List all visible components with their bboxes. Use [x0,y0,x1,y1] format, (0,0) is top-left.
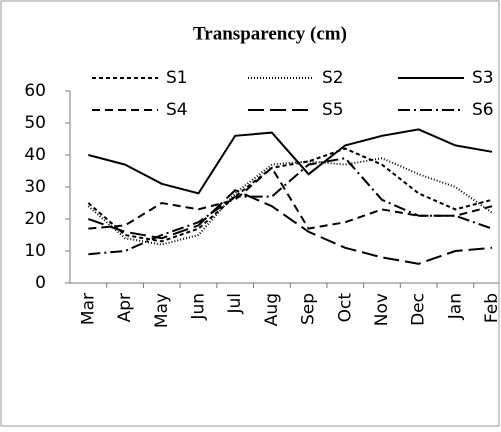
chart-title: Transparency (cm) [193,23,347,44]
x-tick-label: Apr [115,293,135,322]
y-tick-label: 50 [24,113,46,133]
y-tick-label: 60 [24,81,46,101]
x-tick-label: Dec [409,293,429,326]
series-line [88,157,493,256]
x-tick-label: May [152,293,172,328]
y-tick-label: 10 [24,241,46,261]
y-tick-label: 0 [35,273,46,293]
x-tick-label: Nov [372,293,392,326]
legend-label: S2 [322,68,344,88]
y-tick-label: 30 [24,177,46,197]
legend-label: S5 [322,100,344,120]
legend-label: S4 [166,100,188,120]
x-tick-label: Jun [188,293,208,321]
x-tick-label: Oct [335,293,355,323]
x-tick-label: Mar [78,293,98,325]
series-line [87,147,493,243]
legend-label: S6 [472,100,494,120]
legend-label: S3 [472,68,494,88]
y-tick-label: 40 [24,145,46,165]
x-tick-label: Feb [482,293,501,323]
x-tick-label: Jan [445,293,465,320]
series-line [88,128,493,195]
x-tick-label: Aug [262,293,282,326]
x-tick-label: Sep [299,293,319,325]
plot: 0 10 20 30 40 50 60 Mar Apr May Jun Jul Aug Sep Oct Nov… [24,68,501,328]
y-tick-label: 20 [24,209,46,229]
x-tick-label: Jul [225,293,245,315]
legend-label: S1 [166,68,188,88]
